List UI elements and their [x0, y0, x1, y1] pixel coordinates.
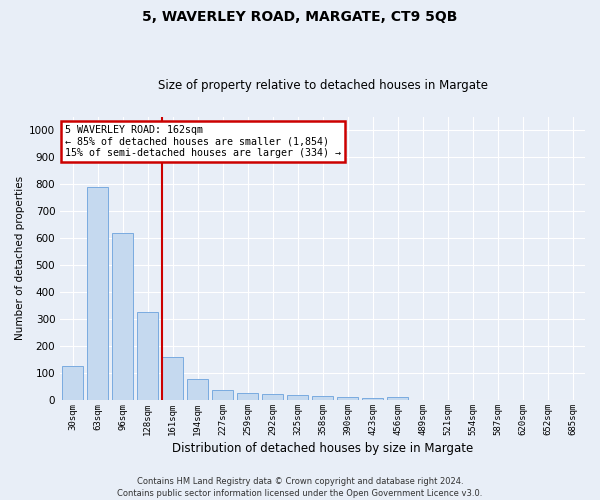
Bar [262, 394, 283, 400]
Bar [312, 396, 333, 400]
Bar [362, 398, 383, 400]
Text: 5 WAVERLEY ROAD: 162sqm
← 85% of detached houses are smaller (1,854)
15% of semi: 5 WAVERLEY ROAD: 162sqm ← 85% of detache… [65, 126, 341, 158]
Bar [387, 398, 408, 400]
Bar [187, 379, 208, 400]
Bar [62, 366, 83, 400]
Bar [237, 394, 258, 400]
Bar [287, 394, 308, 400]
Bar [212, 390, 233, 400]
Bar [162, 357, 183, 400]
Bar [112, 233, 133, 400]
Title: Size of property relative to detached houses in Margate: Size of property relative to detached ho… [158, 79, 488, 92]
Text: 5, WAVERLEY ROAD, MARGATE, CT9 5QB: 5, WAVERLEY ROAD, MARGATE, CT9 5QB [142, 10, 458, 24]
Y-axis label: Number of detached properties: Number of detached properties [15, 176, 25, 340]
Text: Contains HM Land Registry data © Crown copyright and database right 2024.
Contai: Contains HM Land Registry data © Crown c… [118, 476, 482, 498]
Bar [87, 187, 108, 400]
X-axis label: Distribution of detached houses by size in Margate: Distribution of detached houses by size … [172, 442, 473, 455]
Bar [337, 398, 358, 400]
Bar [137, 312, 158, 400]
